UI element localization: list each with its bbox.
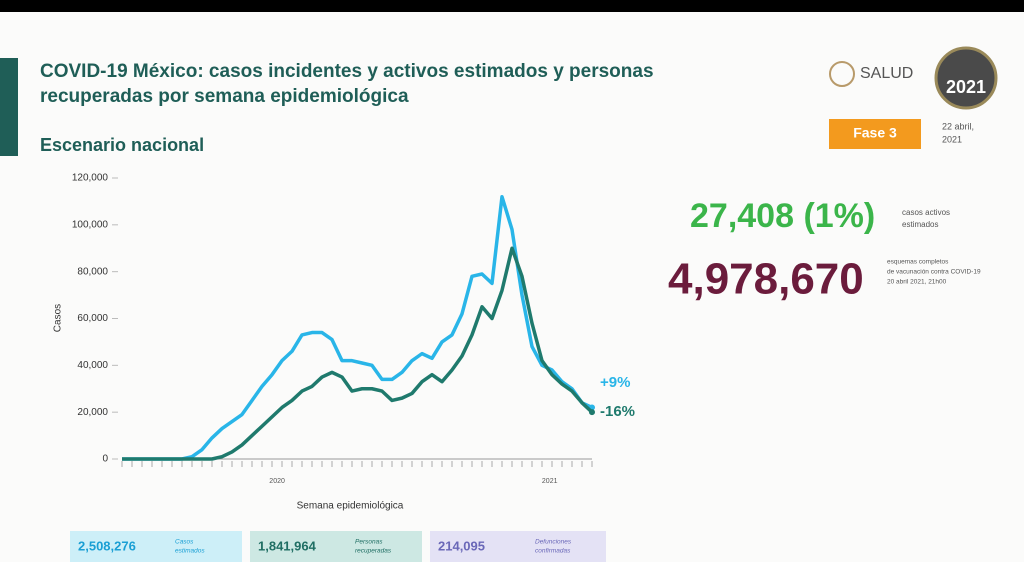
logo-year: 2021 (946, 77, 986, 97)
y-tick-label: 120,000 (72, 173, 109, 184)
summary-value: 214,095 (438, 538, 485, 553)
summary-label: Defunciones (535, 539, 572, 546)
agency-name: SALUD (860, 65, 913, 82)
series-line (122, 194, 593, 461)
summary-box (430, 531, 606, 562)
y-tick-label: 100,000 (72, 219, 109, 230)
summary-box (250, 531, 422, 562)
year-label: 2020 (269, 478, 285, 485)
phase-badge (829, 119, 921, 149)
vaccination-label: 20 abril 2021, 21h00 (887, 279, 947, 286)
date: 22 abril, (942, 121, 974, 131)
y-tick-label: 80,000 (77, 266, 108, 277)
summary-value: 2,508,276 (78, 538, 136, 553)
series-line (122, 246, 594, 461)
y-axis-label: Casos (53, 304, 64, 332)
end-point (589, 409, 595, 416)
active-cases: 27,408 (1%) (690, 197, 875, 235)
vaccination-label: de vacunación contra COVID-19 (887, 269, 981, 276)
phase: Fase 3 (853, 125, 897, 141)
date: 2021 (942, 134, 962, 144)
top-bar (0, 0, 1024, 12)
summary-label: recuperadas (355, 548, 392, 555)
summary-label: estimados (175, 548, 205, 555)
subtitle: Escenario nacional (40, 135, 204, 155)
title-line: recuperadas por semana epidemiológica (40, 86, 409, 107)
year-logo (934, 46, 998, 110)
x-axis-label: Semana epidemiológica (297, 501, 404, 512)
summary-label: confirmadas (535, 548, 571, 555)
vaccination-label: esquemas completos (887, 259, 949, 266)
y-tick-label: 40,000 (77, 360, 108, 371)
vaccination-total: 4,978,670 (668, 255, 864, 304)
summary-label: Casos (175, 539, 194, 546)
y-tick-label: 20,000 (77, 407, 108, 418)
summary-label: Personas (355, 539, 383, 546)
agency-emblem (829, 61, 855, 87)
title-line: COVID-19 México: casos incidentes y acti… (40, 61, 654, 82)
summary-value: 1,841,964 (258, 538, 317, 553)
summary-box (70, 531, 242, 562)
accent-bar (0, 58, 18, 156)
change-label: -16% (600, 403, 635, 420)
active-label: estimados (902, 220, 938, 229)
y-tick-label: 60,000 (77, 313, 108, 324)
y-tick-label: 0 (102, 454, 108, 465)
change-label: +9% (600, 374, 630, 391)
year-label: 2021 (542, 478, 558, 485)
slide-background (0, 12, 1024, 562)
active-label: casos activos (902, 208, 950, 217)
